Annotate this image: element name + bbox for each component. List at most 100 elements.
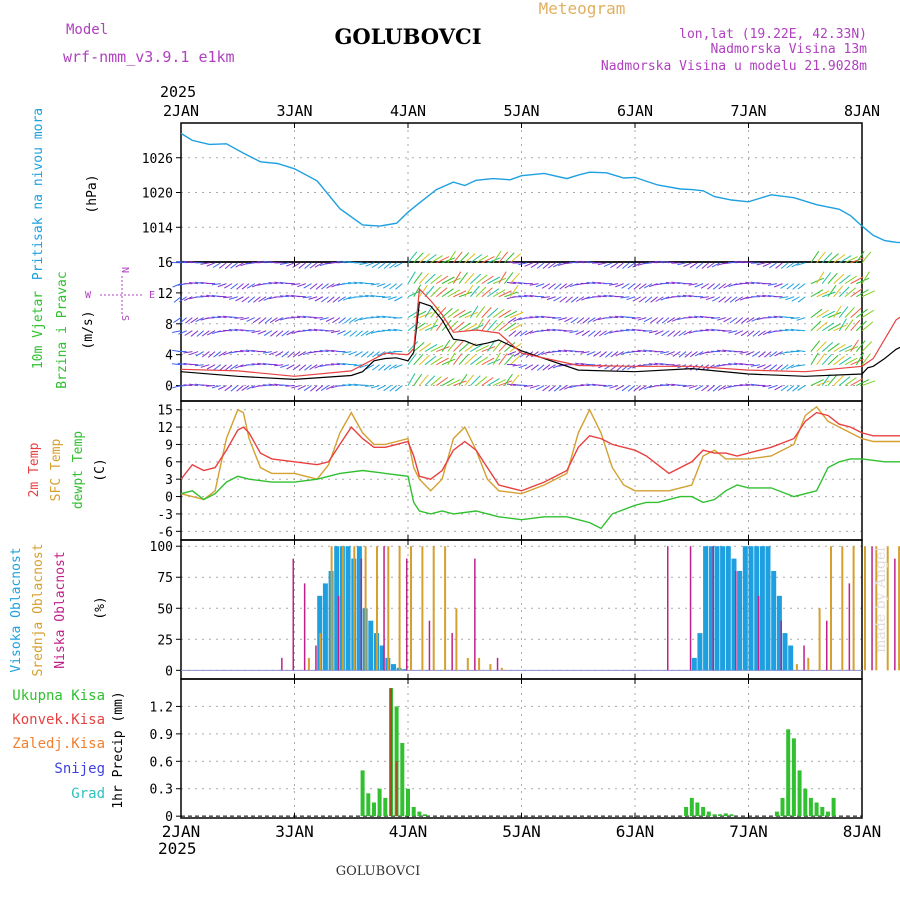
high-cloud-bar [726,546,731,670]
precip-total-bar [361,770,365,816]
wind-barb [700,330,709,331]
pressure-ylabel: Pritisak na nivou mora [31,108,46,280]
top-x-tick-label: 4JAN [390,102,426,120]
mid-cloud-bar [819,608,821,670]
cloud-unit: (%) [93,596,108,619]
precip-total-bar [383,798,387,816]
low-cloud-bar [713,546,715,670]
precip-total-bar [781,798,785,816]
mid-cloud-bar [455,608,457,670]
wind-barb [388,317,397,318]
wind-barb [200,385,209,386]
mid-cloud-bar [331,546,333,670]
precip-total-bar [695,803,699,817]
low-cloud-bar [497,658,499,670]
mid-cloud-bar [353,546,355,670]
wind-barb [206,386,215,387]
low-cloud-bar [429,621,431,671]
wind-barb [365,318,374,319]
low-cloud-bar [293,559,295,671]
precip-total-bar [366,793,370,816]
wind-barb [234,318,243,319]
y-tick-label: 50 [157,602,173,617]
wind-barb [212,317,221,318]
mid-cloud-bar [319,633,321,670]
mid-cloud-bar [864,546,866,670]
precip-convective-bar [396,761,398,816]
mid-cloud-bar [796,664,798,670]
low-cloud-bar [781,621,783,671]
compass-west: W [85,290,92,301]
precip-total-bar [775,812,779,817]
top-x-tick-label: 7JAN [730,102,766,120]
precip-total-bar [372,803,376,817]
low-cloud-bar [281,658,283,670]
mid-cloud-bar [501,668,503,671]
legend-freezing: Zaledj.Kisa [12,736,105,752]
precip-total-bar [713,814,717,816]
top-x-tick-label: 8JAN [844,102,880,120]
wind-barb [178,386,187,387]
wind-barb [547,317,556,318]
low-cloud-bar [406,559,408,671]
precip-total-bar [690,798,694,816]
high-cloud-bar [737,571,742,670]
mid-cloud-bar [387,546,389,670]
high-cloud-bar [743,546,748,670]
low-cloud-bar [474,559,476,671]
mid-cloud-bar [841,546,843,670]
legend-convective: Konvek.Kisa [12,712,105,728]
wind-ylabel-sub: Brzina i Pravac [55,271,70,388]
mid-cloud-bar [467,658,469,670]
precip-total-bar [786,729,790,816]
wind-barb [217,296,226,297]
wind-barb [371,317,380,318]
footer-location: GOLUBOVCI [336,864,421,879]
model-elevation-label: Nadmorska Visina u modelu 21.9028m [601,59,867,74]
precip-total-bar [803,789,807,816]
y-tick-label: 0.6 [150,755,173,770]
y-tick-label: -3 [157,508,173,523]
cloud-ylabel-high: Visoka Oblacnost [9,547,24,672]
bottom-x-tick-label: 7JAN [729,822,768,841]
y-tick-label: 1014 [142,221,173,236]
cloud-ylabel-low: Niska Oblacnost [53,551,68,668]
wind-barb [359,385,368,386]
location-title: GOLUBOVCI [334,24,481,49]
high-cloud-bar [703,546,708,670]
precip-unit: 1hr Precip (mm) [111,691,126,808]
low-cloud-bar [315,646,317,671]
top-x-tick-label: 3JAN [276,102,312,120]
wind-barb [280,385,289,386]
low-cloud-bar [667,546,669,670]
y-tick-label: 6 [165,456,173,471]
credit-label: made by Angel [873,547,889,653]
precip-total-bar [406,789,410,816]
high-cloud-bar [783,633,788,670]
low-cloud-bar [735,571,737,670]
precip-total-bar [378,789,382,816]
y-tick-label: 1.2 [150,700,173,715]
precip-total-bar [809,798,813,816]
pressure-unit: (hPa) [85,174,100,213]
wind-barb [393,318,402,319]
y-tick-label: 0.9 [150,728,173,743]
high-cloud-bar [720,546,725,670]
precip-total-bar [423,814,427,816]
y-tick-label: 100 [150,540,173,555]
precip-total-bar [718,814,722,816]
high-cloud-bar [391,664,396,670]
precip-total-bar [730,814,734,816]
elevation-label: Nadmorska Visina 13m [710,42,867,57]
precip-total-bar [820,807,824,816]
wind-barb [518,385,527,386]
low-cloud-bar [338,596,340,671]
y-tick-label: 0.3 [150,783,173,798]
mid-cloud-bar [376,546,378,670]
mid-cloud-bar [421,546,423,670]
y-tick-label: 3 [165,473,173,488]
high-cloud-bar [346,546,351,670]
wind-unit: (m/s) [81,310,96,349]
bottom-x-tick-label: 3JAN [275,822,314,841]
